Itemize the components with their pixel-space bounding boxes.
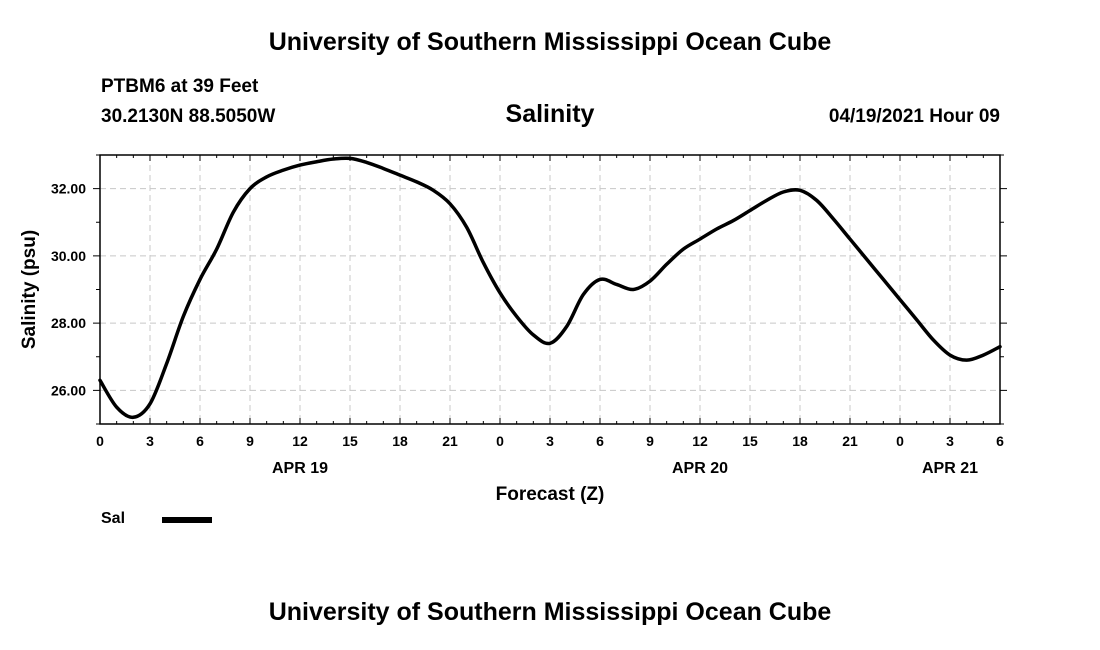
y-tick-label: 28.00 (51, 315, 86, 331)
y-axis-title: Salinity (psu) (19, 230, 40, 349)
x-tick-label: 3 (546, 433, 554, 449)
x-tick-label: 12 (692, 433, 708, 449)
x-tick-label: 9 (246, 433, 254, 449)
x-tick-label: 12 (292, 433, 308, 449)
footer-title: University of Southern Mississippi Ocean… (268, 598, 832, 626)
date-label: APR 20 (672, 460, 728, 477)
date-label: APR 19 (272, 460, 328, 477)
x-tick-label: 15 (742, 433, 758, 449)
forecast-timestamp: 04/19/2021 Hour 09 (828, 106, 1000, 127)
x-tick-label: 21 (842, 433, 858, 449)
x-tick-label: 0 (96, 433, 104, 449)
x-tick-label: 18 (392, 433, 408, 449)
legend-swatch (162, 517, 212, 523)
legend-label: Sal (101, 510, 126, 527)
chart-title: Salinity (505, 100, 595, 128)
coordinates-label: 30.2130N 88.5050W (101, 106, 276, 127)
y-tick-label: 26.00 (51, 382, 86, 398)
series-line-sal (98, 156, 1002, 420)
x-tick-label: 6 (596, 433, 604, 449)
station-label: PTBM6 at 39 Feet (101, 76, 259, 97)
x-tick-label: 9 (646, 433, 654, 449)
header-title: University of Southern Mississippi Ocean… (268, 28, 832, 56)
x-tick-label: 3 (146, 433, 154, 449)
x-tick-label: 15 (342, 433, 358, 449)
x-tick-label: 0 (496, 433, 504, 449)
x-tick-label: 6 (196, 433, 204, 449)
y-tick-label: 32.00 (51, 181, 86, 197)
x-tick-label: 18 (792, 433, 808, 449)
x-tick-label: 6 (996, 433, 1004, 449)
x-axis-title: Forecast (Z) (496, 484, 605, 505)
y-tick-label: 30.00 (51, 248, 86, 264)
x-tick-label: 3 (946, 433, 954, 449)
x-tick-label: 21 (442, 433, 458, 449)
x-tick-label: 0 (896, 433, 904, 449)
date-label: APR 21 (922, 460, 978, 477)
